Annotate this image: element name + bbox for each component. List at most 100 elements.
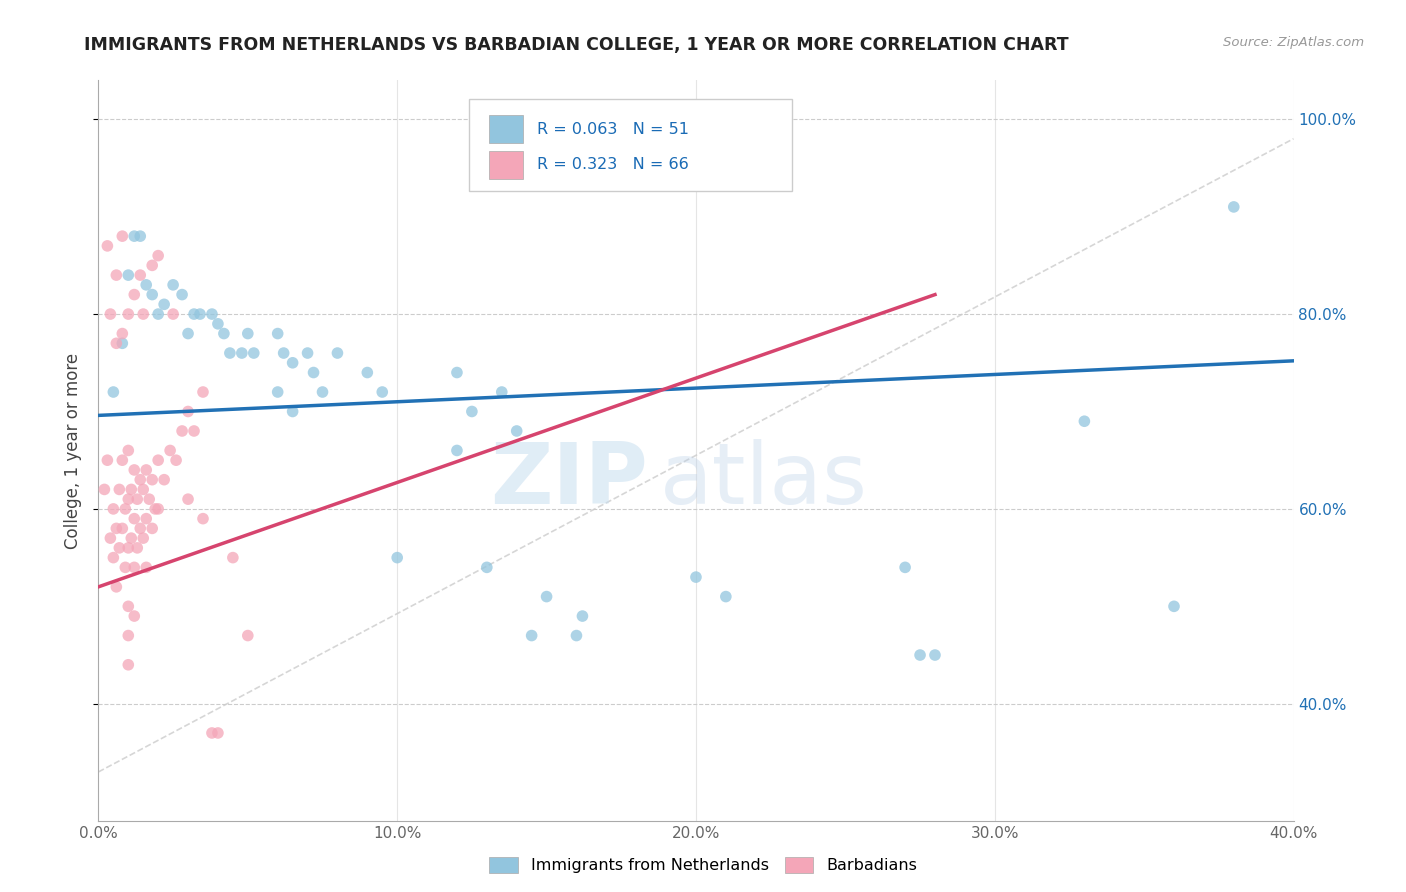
Point bbox=[148, 453, 170, 467]
Point bbox=[132, 307, 155, 321]
Point bbox=[273, 346, 295, 360]
Point bbox=[124, 511, 146, 525]
Point bbox=[571, 609, 593, 624]
Point bbox=[148, 249, 170, 263]
Text: atlas: atlas bbox=[661, 439, 868, 522]
Point bbox=[356, 366, 378, 380]
Point bbox=[111, 521, 134, 535]
Bar bbox=[489, 151, 523, 178]
Point bbox=[236, 629, 259, 643]
Point bbox=[103, 550, 125, 565]
Text: IMMIGRANTS FROM NETHERLANDS VS BARBADIAN COLLEGE, 1 YEAR OR MORE CORRELATION CHA: IMMIGRANTS FROM NETHERLANDS VS BARBADIAN… bbox=[84, 36, 1069, 54]
Point bbox=[111, 326, 134, 341]
Point bbox=[1223, 200, 1246, 214]
Point bbox=[172, 287, 194, 301]
Point bbox=[1163, 599, 1185, 614]
Point bbox=[117, 629, 139, 643]
Point bbox=[212, 326, 235, 341]
Point bbox=[201, 726, 224, 740]
Point bbox=[96, 239, 118, 253]
Point bbox=[108, 483, 131, 497]
Text: Source: ZipAtlas.com: Source: ZipAtlas.com bbox=[1223, 36, 1364, 49]
Point bbox=[326, 346, 349, 360]
Text: ZIP: ZIP bbox=[491, 439, 648, 522]
Point bbox=[124, 560, 146, 574]
Point bbox=[385, 550, 409, 565]
Point bbox=[98, 307, 122, 321]
Point bbox=[129, 268, 152, 282]
Point bbox=[191, 384, 214, 399]
Point bbox=[207, 317, 229, 331]
Point bbox=[461, 404, 484, 418]
Point bbox=[117, 541, 139, 555]
Point bbox=[141, 473, 163, 487]
Point bbox=[127, 541, 149, 555]
Point bbox=[103, 384, 125, 399]
Point bbox=[191, 511, 214, 525]
Point bbox=[114, 560, 136, 574]
Point bbox=[108, 541, 131, 555]
Point bbox=[520, 629, 543, 643]
Point bbox=[148, 307, 170, 321]
Point bbox=[371, 384, 394, 399]
Legend: Immigrants from Netherlands, Barbadians: Immigrants from Netherlands, Barbadians bbox=[482, 850, 924, 880]
Point bbox=[132, 531, 155, 545]
Point bbox=[222, 550, 245, 565]
Point bbox=[302, 366, 325, 380]
Point bbox=[105, 336, 128, 351]
Point bbox=[236, 326, 259, 341]
Point bbox=[177, 492, 200, 507]
Point bbox=[297, 346, 319, 360]
Point bbox=[124, 287, 146, 301]
Point bbox=[311, 384, 333, 399]
Text: R = 0.323   N = 66: R = 0.323 N = 66 bbox=[537, 157, 689, 172]
Point bbox=[135, 463, 157, 477]
Point bbox=[141, 259, 163, 273]
Point bbox=[129, 473, 152, 487]
Point bbox=[172, 424, 194, 438]
Point bbox=[98, 531, 122, 545]
Point bbox=[117, 599, 139, 614]
Point bbox=[162, 277, 184, 292]
Point bbox=[183, 424, 205, 438]
Point bbox=[894, 560, 917, 574]
Point bbox=[177, 404, 200, 418]
Point bbox=[132, 483, 155, 497]
Point bbox=[129, 229, 152, 244]
Point bbox=[129, 521, 152, 535]
Point bbox=[111, 453, 134, 467]
Point bbox=[267, 326, 290, 341]
Point bbox=[536, 590, 558, 604]
Point bbox=[138, 492, 160, 507]
Point bbox=[105, 521, 128, 535]
Point bbox=[281, 356, 304, 370]
Point bbox=[565, 629, 588, 643]
Point bbox=[114, 502, 136, 516]
Point bbox=[219, 346, 242, 360]
Point bbox=[183, 307, 205, 321]
Point bbox=[506, 424, 529, 438]
Point bbox=[267, 881, 290, 892]
Point bbox=[153, 297, 176, 311]
Point bbox=[1073, 414, 1095, 428]
Point bbox=[124, 229, 146, 244]
Point bbox=[135, 511, 157, 525]
Point bbox=[93, 483, 115, 497]
Point bbox=[120, 531, 142, 545]
Point bbox=[124, 463, 146, 477]
Point bbox=[141, 287, 163, 301]
Point bbox=[267, 384, 290, 399]
Point bbox=[162, 307, 184, 321]
Point bbox=[475, 560, 498, 574]
Point bbox=[117, 657, 139, 672]
Point bbox=[141, 521, 163, 535]
Point bbox=[924, 648, 946, 662]
Point bbox=[96, 453, 118, 467]
Point bbox=[148, 502, 170, 516]
Point bbox=[111, 336, 134, 351]
Bar bbox=[489, 115, 523, 144]
Point bbox=[201, 307, 224, 321]
Point bbox=[117, 268, 139, 282]
Point bbox=[135, 277, 157, 292]
Point bbox=[908, 648, 931, 662]
